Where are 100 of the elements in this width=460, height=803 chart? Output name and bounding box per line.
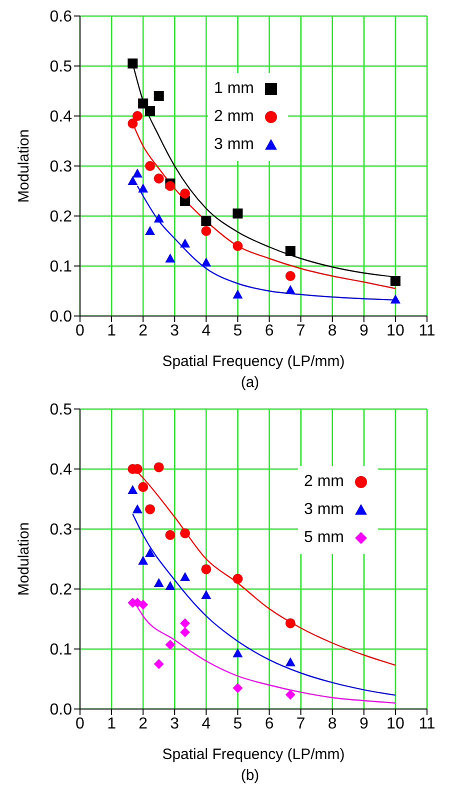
point: [154, 174, 164, 184]
y-tick-label: 0.5: [50, 402, 72, 419]
x-tick-label: 11: [418, 715, 436, 732]
point: [128, 176, 138, 185]
point: [165, 181, 176, 191]
y-tick-label: 0.0: [50, 702, 72, 719]
point: [154, 214, 164, 222]
point: [132, 504, 142, 514]
y-tick-label: 0.6: [50, 8, 72, 26]
point: [154, 659, 164, 669]
point: [390, 294, 400, 304]
x-tick-label: 1: [107, 322, 116, 340]
point: [285, 657, 296, 666]
y-tick-label: 0.4: [50, 108, 72, 126]
x-axis-title: Spatial Frequency (LP/mm): [162, 746, 345, 763]
point: [232, 574, 243, 584]
point: [165, 640, 176, 650]
point: [165, 530, 176, 540]
point: [138, 184, 148, 192]
x-tick-label: 8: [328, 322, 337, 340]
point: [132, 168, 142, 178]
x-tick-label: 10: [386, 322, 404, 340]
point: [180, 188, 190, 198]
x-tick-label: 2: [138, 715, 148, 732]
point: [138, 482, 148, 492]
point: [390, 276, 400, 286]
legend-label: 3 mm: [304, 501, 344, 519]
point: [145, 548, 156, 557]
point: [201, 226, 212, 236]
y-tick-label: 0.1: [50, 258, 72, 276]
x-tick-label: 9: [359, 715, 368, 732]
y-axis-title: Modulation: [15, 129, 32, 203]
point: [180, 528, 190, 538]
legend-label: 2 mm: [214, 108, 254, 126]
x-tick-label: 11: [418, 322, 436, 340]
point: [232, 241, 243, 251]
y-tick-label: 0.4: [50, 462, 72, 479]
x-tick-label: 9: [359, 322, 368, 340]
point: [180, 238, 190, 248]
x-tick-label: 0: [76, 322, 85, 340]
point: [232, 208, 243, 218]
point: [128, 58, 138, 68]
point: [180, 618, 190, 628]
point: [145, 161, 156, 171]
x-tick-label: 6: [264, 715, 274, 732]
legend-label: 1 mm: [214, 80, 254, 98]
y-tick-label: 0.2: [50, 208, 72, 226]
x-tick-label: 5: [233, 322, 242, 340]
x-axis-title: Spatial Frequency (LP/mm): [162, 353, 345, 370]
text: (b): [240, 767, 260, 784]
point: [138, 600, 148, 610]
x-tick-label: 3: [170, 715, 180, 732]
x-tick-label: 6: [264, 322, 274, 340]
point: [165, 254, 176, 262]
x-tick-label: 3: [170, 322, 180, 340]
x-tick-label: 1: [107, 715, 116, 732]
x-tick-label: 8: [328, 715, 337, 732]
point: [128, 485, 138, 494]
point: [232, 290, 243, 298]
x-tick-label: 2: [138, 322, 148, 340]
point: [232, 648, 243, 658]
point: [154, 91, 164, 101]
x-tick-label: 0: [76, 715, 85, 732]
point: [145, 504, 156, 514]
point: [201, 590, 212, 599]
point: [138, 98, 148, 108]
point: [145, 226, 156, 235]
x-tick-label: 7: [296, 715, 306, 732]
point: [201, 216, 212, 226]
point: [154, 462, 164, 472]
x-tick-label: 5: [233, 715, 242, 732]
point: [285, 246, 296, 256]
point: [285, 618, 296, 628]
point: [154, 578, 164, 587]
legend-label: 3 mm: [214, 136, 254, 154]
point: [145, 106, 156, 116]
point: [285, 285, 296, 294]
y-tick-label: 0.3: [50, 158, 72, 176]
y-tick-label: 0.0: [50, 308, 72, 326]
point: [232, 683, 243, 693]
y-axis-title: Modulation: [15, 522, 32, 596]
x-tick-label: 7: [296, 322, 306, 340]
y-tick-label: 0.5: [50, 58, 72, 76]
point: [285, 271, 296, 281]
point: [132, 111, 142, 121]
x-tick-label: 4: [202, 322, 211, 340]
y-tick-label: 0.3: [50, 522, 72, 539]
point: [138, 556, 148, 565]
legend-label: 2 mm: [304, 473, 344, 491]
point: [201, 564, 212, 574]
point: [128, 118, 138, 128]
x-tick-label: 4: [202, 715, 211, 732]
x-tick-label: 10: [386, 715, 404, 732]
point: [180, 627, 190, 638]
point: [180, 572, 190, 581]
legend-label: 5 mm: [304, 529, 344, 547]
text: (a): [240, 374, 260, 391]
y-tick-label: 0.1: [50, 642, 72, 659]
point: [165, 581, 176, 590]
point: [285, 690, 296, 700]
